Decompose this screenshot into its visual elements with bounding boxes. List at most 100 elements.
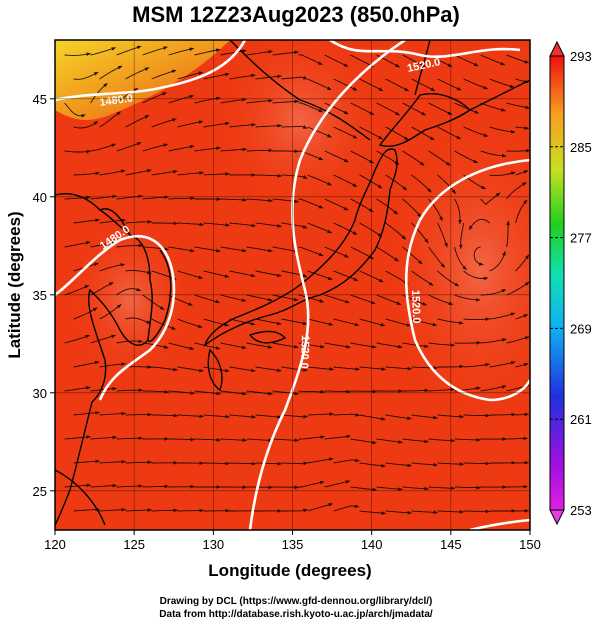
streamline bbox=[307, 126, 332, 138]
streamline bbox=[177, 508, 205, 513]
streamline bbox=[116, 287, 142, 296]
streamline bbox=[272, 438, 300, 442]
streamline bbox=[402, 246, 423, 265]
streamline bbox=[350, 198, 374, 213]
streamline bbox=[454, 438, 482, 442]
streamline bbox=[506, 220, 510, 248]
streamline bbox=[480, 150, 507, 158]
streamline bbox=[333, 222, 358, 235]
streamline bbox=[64, 52, 91, 57]
streamline bbox=[125, 365, 153, 369]
streamline bbox=[281, 461, 308, 466]
colorbar-upper-arrow bbox=[549, 40, 565, 57]
streamline bbox=[177, 71, 204, 80]
streamline bbox=[350, 102, 375, 116]
streamline bbox=[324, 434, 351, 440]
streamline bbox=[142, 92, 167, 104]
streamline bbox=[255, 366, 282, 373]
streamline bbox=[125, 67, 150, 80]
streamline bbox=[177, 270, 204, 279]
streamline bbox=[246, 49, 273, 56]
streamline bbox=[489, 361, 516, 368]
streamline bbox=[454, 341, 482, 345]
streamline bbox=[463, 317, 491, 322]
streamline bbox=[90, 143, 117, 152]
contour-label: 1520.0 bbox=[409, 290, 422, 324]
streamline bbox=[411, 78, 436, 92]
streamline bbox=[142, 143, 169, 152]
kyushu-outline bbox=[207, 348, 223, 392]
streamline bbox=[376, 438, 403, 444]
sakhalin-outline bbox=[414, 40, 431, 96]
streamline bbox=[437, 222, 448, 248]
streamline bbox=[298, 198, 324, 209]
streamline bbox=[194, 246, 221, 253]
streamline bbox=[246, 294, 273, 302]
streamline bbox=[90, 47, 117, 56]
streamline bbox=[307, 366, 334, 371]
streamline bbox=[454, 150, 479, 164]
contour-1480-north bbox=[55, 40, 247, 102]
streamline bbox=[64, 149, 91, 154]
streamline bbox=[402, 102, 426, 116]
streamline bbox=[359, 126, 383, 140]
streamline bbox=[229, 461, 257, 466]
streamline bbox=[272, 198, 299, 204]
streamline bbox=[229, 414, 256, 419]
warm-region-korea bbox=[70, 220, 190, 380]
streamline bbox=[333, 126, 358, 139]
streamline bbox=[64, 241, 91, 248]
streamline bbox=[281, 366, 308, 372]
streamline bbox=[324, 150, 349, 163]
streamline bbox=[125, 508, 153, 512]
streamline bbox=[151, 118, 177, 128]
streamline bbox=[142, 294, 165, 310]
streamline bbox=[359, 366, 386, 371]
streamline bbox=[281, 318, 308, 326]
streamline bbox=[376, 246, 399, 262]
streamline bbox=[177, 318, 203, 328]
streamline bbox=[324, 198, 349, 211]
streamline bbox=[324, 342, 351, 349]
streamline bbox=[428, 246, 446, 268]
streamline bbox=[203, 72, 230, 80]
streamline bbox=[376, 294, 402, 306]
streamline bbox=[272, 294, 299, 302]
streamline bbox=[116, 388, 144, 392]
streamline bbox=[515, 170, 529, 176]
streamline bbox=[99, 507, 127, 512]
streamline bbox=[506, 336, 530, 344]
streamline bbox=[281, 125, 308, 129]
streamline bbox=[116, 142, 142, 152]
streamline bbox=[515, 412, 530, 417]
bohai-coast bbox=[99, 209, 131, 236]
streamline bbox=[73, 360, 100, 368]
streamline bbox=[194, 438, 222, 442]
streamline bbox=[272, 50, 299, 56]
streamline bbox=[428, 486, 456, 491]
y-tick-label: 25 bbox=[33, 484, 47, 499]
streamline bbox=[428, 294, 454, 305]
streamline bbox=[281, 270, 308, 278]
streamline bbox=[220, 294, 247, 302]
streamline bbox=[437, 174, 456, 195]
streamline bbox=[359, 78, 384, 92]
streamline bbox=[99, 411, 127, 416]
streamline bbox=[73, 71, 99, 80]
streamline bbox=[125, 169, 152, 176]
streamline bbox=[463, 126, 489, 137]
streamline bbox=[428, 387, 456, 392]
streamline bbox=[411, 510, 439, 515]
contour-1480-korea bbox=[55, 234, 176, 401]
streamline bbox=[307, 412, 335, 416]
streamline bbox=[376, 150, 400, 165]
streamline bbox=[246, 246, 273, 253]
streamline bbox=[73, 507, 101, 512]
colorbar-tick-label: 277 bbox=[570, 231, 592, 246]
streamline bbox=[515, 314, 529, 320]
streamline bbox=[376, 342, 403, 349]
streamline bbox=[99, 65, 123, 80]
grid-lines bbox=[55, 40, 530, 530]
streamline bbox=[437, 126, 462, 140]
